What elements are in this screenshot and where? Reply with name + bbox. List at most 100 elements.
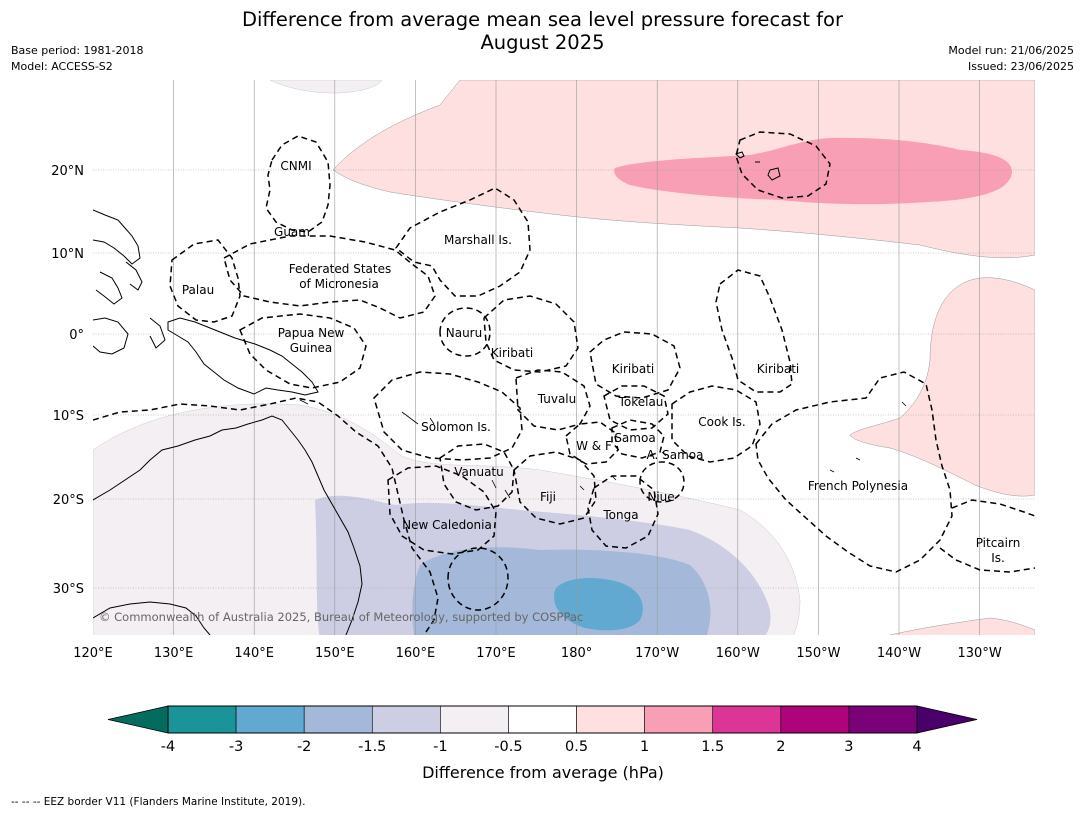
lon-label: 180° bbox=[561, 646, 592, 661]
eez-borders bbox=[93, 131, 1035, 635]
eez-marshall bbox=[394, 187, 531, 297]
model-name: Model: ACCESS-S2 bbox=[11, 60, 113, 73]
colorbar-over-arrow bbox=[916, 705, 978, 734]
coastline-islands bbox=[299, 399, 907, 499]
eez-australia bbox=[93, 397, 439, 635]
label-tonga: Tonga bbox=[602, 508, 638, 522]
eez-tonga bbox=[587, 475, 659, 549]
graticule bbox=[93, 80, 1035, 635]
anomaly-plus-0.5-east bbox=[849, 277, 1035, 497]
eez-tokelau bbox=[603, 385, 669, 431]
colorbar bbox=[107, 705, 978, 734]
eez-solomon bbox=[373, 371, 523, 461]
colorbar-tick: -1.5 bbox=[358, 739, 386, 755]
label-niue: Niue bbox=[647, 490, 674, 504]
colorbar-segment bbox=[371, 705, 441, 734]
colorbar-tick: 1 bbox=[640, 739, 649, 755]
lon-label: 160°E bbox=[396, 646, 436, 661]
colorbar-tick-labels: -4 -3 -2 -1.5 -1 -0.5 0.5 1 1.5 2 3 4 bbox=[161, 739, 922, 755]
label-fsm-1: Federated States bbox=[289, 262, 391, 276]
coastline-new-zealand bbox=[93, 601, 211, 635]
eez-png bbox=[239, 313, 367, 389]
colorbar-tick: -3 bbox=[229, 739, 243, 755]
issued-date: Issued: 23/06/2025 bbox=[967, 60, 1074, 73]
eez-new-caledonia bbox=[387, 465, 497, 555]
colorbar-segment bbox=[780, 705, 850, 734]
label-pitcairn-1: Pitcairn bbox=[976, 536, 1021, 550]
eez-kiribati-phoenix bbox=[589, 331, 681, 399]
colorbar-segment bbox=[167, 705, 237, 734]
footnote: -- -- -- EEZ border V11 (Flanders Marine… bbox=[11, 796, 306, 808]
label-kiribati-3: Kiribati bbox=[757, 362, 799, 376]
colorbar-segment bbox=[644, 705, 714, 734]
colorbar-tick: 1.5 bbox=[701, 739, 724, 755]
lon-label: 150°W bbox=[796, 646, 840, 661]
latitude-labels: 20°N 10°N 0° 10°S 20°S 30°S bbox=[51, 164, 84, 597]
colorbar-tick: -1 bbox=[433, 739, 447, 755]
meta-right: Model run: 21/06/2025 Issued: 23/06/2025 bbox=[948, 43, 1074, 75]
label-new-caledonia: New Caledonia bbox=[402, 518, 492, 532]
colorbar-tick: -4 bbox=[161, 739, 175, 755]
colorbar-segment bbox=[576, 705, 645, 734]
coastlines bbox=[93, 151, 907, 635]
label-palau: Palau bbox=[182, 283, 214, 297]
map-panel: CNMI Guam Marshall Is. Palau Federated S… bbox=[93, 80, 1035, 635]
eez-kiribati-gilbert bbox=[483, 295, 579, 373]
coastline-hawaii bbox=[735, 151, 781, 181]
lon-label: 170°E bbox=[476, 646, 516, 661]
eez-vanuatu bbox=[439, 443, 515, 511]
colorbar-tick: -0.5 bbox=[494, 739, 522, 755]
colorbar-under-arrow bbox=[107, 705, 169, 734]
anomaly-plus-0.5-south bbox=[889, 617, 1035, 635]
label-samoa: Samoa bbox=[614, 431, 655, 445]
eez-palau bbox=[169, 239, 241, 323]
colorbar-segment bbox=[508, 705, 577, 734]
label-marshall: Marshall Is. bbox=[444, 233, 512, 247]
eez-micronesia bbox=[223, 235, 436, 319]
lat-label: 20°S bbox=[53, 493, 84, 508]
eez-cook bbox=[671, 385, 761, 463]
anomaly-top-minus-0.5 bbox=[269, 80, 383, 94]
label-fiji: Fiji bbox=[540, 490, 556, 504]
eez-tuvalu bbox=[515, 369, 591, 431]
lon-label: 170°W bbox=[635, 646, 679, 661]
label-pitcairn-2: Is. bbox=[991, 551, 1005, 565]
label-kiribati-2: Kiribati bbox=[612, 362, 654, 376]
lon-label: 130°E bbox=[154, 646, 194, 661]
colorbar-segment bbox=[712, 705, 782, 734]
lat-label: 10°N bbox=[51, 247, 84, 262]
colorbar-tick: -2 bbox=[297, 739, 311, 755]
lon-label: 160°W bbox=[716, 646, 760, 661]
lat-label: 0° bbox=[69, 328, 84, 343]
anomaly-plus-1-north bbox=[614, 137, 1012, 205]
lon-label: 140°E bbox=[234, 646, 274, 661]
lat-label: 30°S bbox=[53, 582, 84, 597]
label-kiribati-1: Kiribati bbox=[491, 346, 533, 360]
colorbar-segment bbox=[235, 705, 305, 734]
label-png-1: Papua New bbox=[278, 326, 345, 340]
eez-niue bbox=[639, 461, 685, 503]
label-tokelau: Tokelau bbox=[618, 395, 664, 409]
eez-pitcairn bbox=[939, 499, 1035, 573]
label-png-2: Guinea bbox=[290, 341, 333, 355]
label-solomon: Solomon Is. bbox=[421, 420, 491, 434]
map-title: Difference from average mean sea level p… bbox=[0, 8, 1085, 54]
label-tuvalu: Tuvalu bbox=[537, 392, 577, 406]
eez-cnmi bbox=[265, 135, 331, 233]
label-cnmi: CNMI bbox=[280, 159, 311, 173]
colorbar-segment bbox=[440, 705, 509, 734]
lon-label: 120°E bbox=[73, 646, 113, 661]
label-wallis-futuna: W & F bbox=[576, 439, 612, 453]
longitude-labels: 120°E 130°E 140°E 150°E 160°E 170°E 180° 170°W 1… bbox=[73, 646, 1002, 661]
meta-left: Base period: 1981-2018 Model: ACCESS-S2 bbox=[11, 43, 143, 75]
anomaly-minus-2 bbox=[554, 578, 643, 631]
coastline-borneo-sulawesi bbox=[93, 317, 166, 355]
colorbar-segment bbox=[303, 705, 373, 734]
coastline-new-guinea bbox=[167, 317, 319, 396]
colorbar-tick: 0.5 bbox=[565, 739, 588, 755]
colorbar-tick: 4 bbox=[912, 739, 921, 755]
coastline-australia bbox=[93, 415, 363, 635]
title-line-2: August 2025 bbox=[480, 31, 605, 54]
lat-label: 10°S bbox=[53, 409, 84, 424]
